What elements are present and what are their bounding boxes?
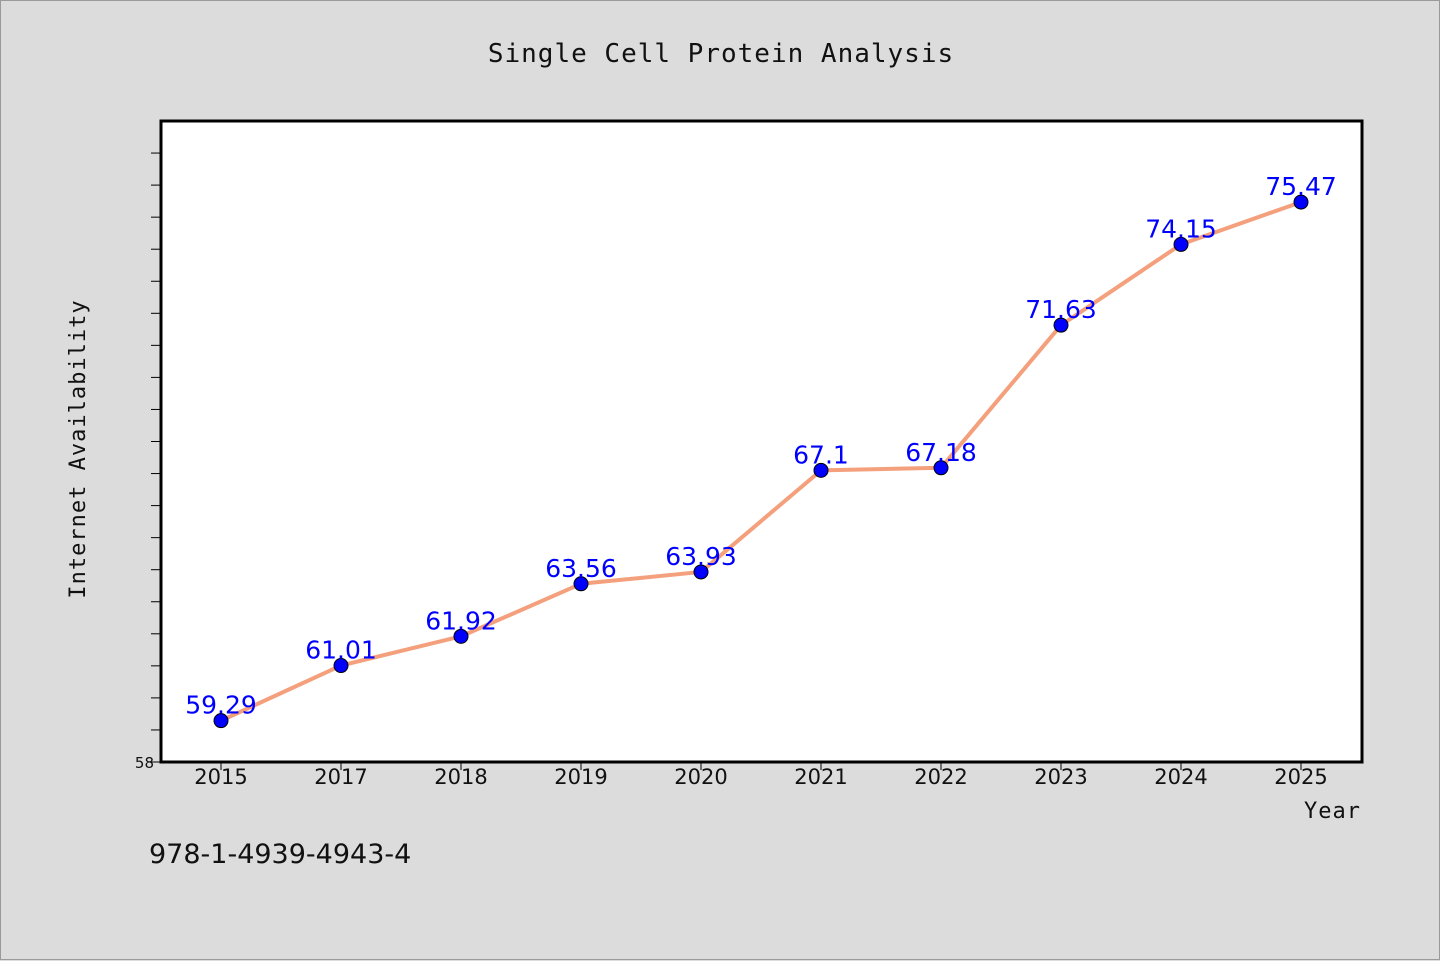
x-tick-label: 2020 [674, 765, 727, 789]
data-label: 75.47 [1265, 172, 1337, 201]
x-axis-ticks [220, 762, 1302, 770]
data-label: 67.1 [793, 440, 849, 469]
data-point [213, 713, 229, 729]
x-tick-label: 2024 [1154, 765, 1207, 789]
x-tick-label: 2019 [554, 765, 607, 789]
data-label: 61.01 [305, 636, 377, 665]
y-tick-label: 58 [135, 754, 154, 772]
data-label: 74.15 [1145, 214, 1217, 243]
data-label: 67.18 [905, 438, 977, 467]
chart-title: Single Cell Protein Analysis [488, 39, 954, 69]
data-point [333, 658, 349, 674]
series-line [220, 200, 1302, 723]
data-point [1053, 317, 1069, 333]
data-point [453, 628, 469, 644]
data-point [573, 576, 589, 592]
data-label: 63.56 [545, 554, 617, 583]
data-point [933, 460, 949, 476]
data-point [1293, 194, 1309, 210]
plot-area [159, 119, 1364, 764]
isbn-footer: 978-1-4939-4943-4 [149, 839, 411, 870]
data-point [813, 462, 829, 478]
x-tick-label: 2023 [1034, 765, 1087, 789]
x-axis-tick-labels: 2015 2017 2018 2019 2020 2021 2022 2023 2024 2025 [194, 765, 1327, 789]
x-axis-label: Year [1304, 799, 1361, 824]
x-tick-label: 2018 [434, 765, 487, 789]
x-tick-label: 2022 [914, 765, 967, 789]
x-tick-label: 2015 [194, 765, 247, 789]
data-label: 59.29 [185, 691, 257, 720]
data-point [1173, 236, 1189, 252]
data-label: 61.92 [425, 606, 497, 635]
x-tick-label: 2017 [314, 765, 367, 789]
data-point [693, 564, 709, 580]
x-tick-label: 2025 [1274, 765, 1327, 789]
data-label: 71.63 [1025, 295, 1097, 324]
data-points [213, 194, 1309, 729]
y-axis-label: Internet Availability [66, 299, 91, 598]
data-label: 63.93 [665, 542, 737, 571]
series-line-group [220, 200, 1302, 723]
data-labels: 59.29 61.01 61.92 63.56 63.93 67.1 67.18 71.63 7… [185, 172, 1337, 720]
y-axis-ticks [151, 152, 161, 763]
x-tick-label: 2021 [794, 765, 847, 789]
